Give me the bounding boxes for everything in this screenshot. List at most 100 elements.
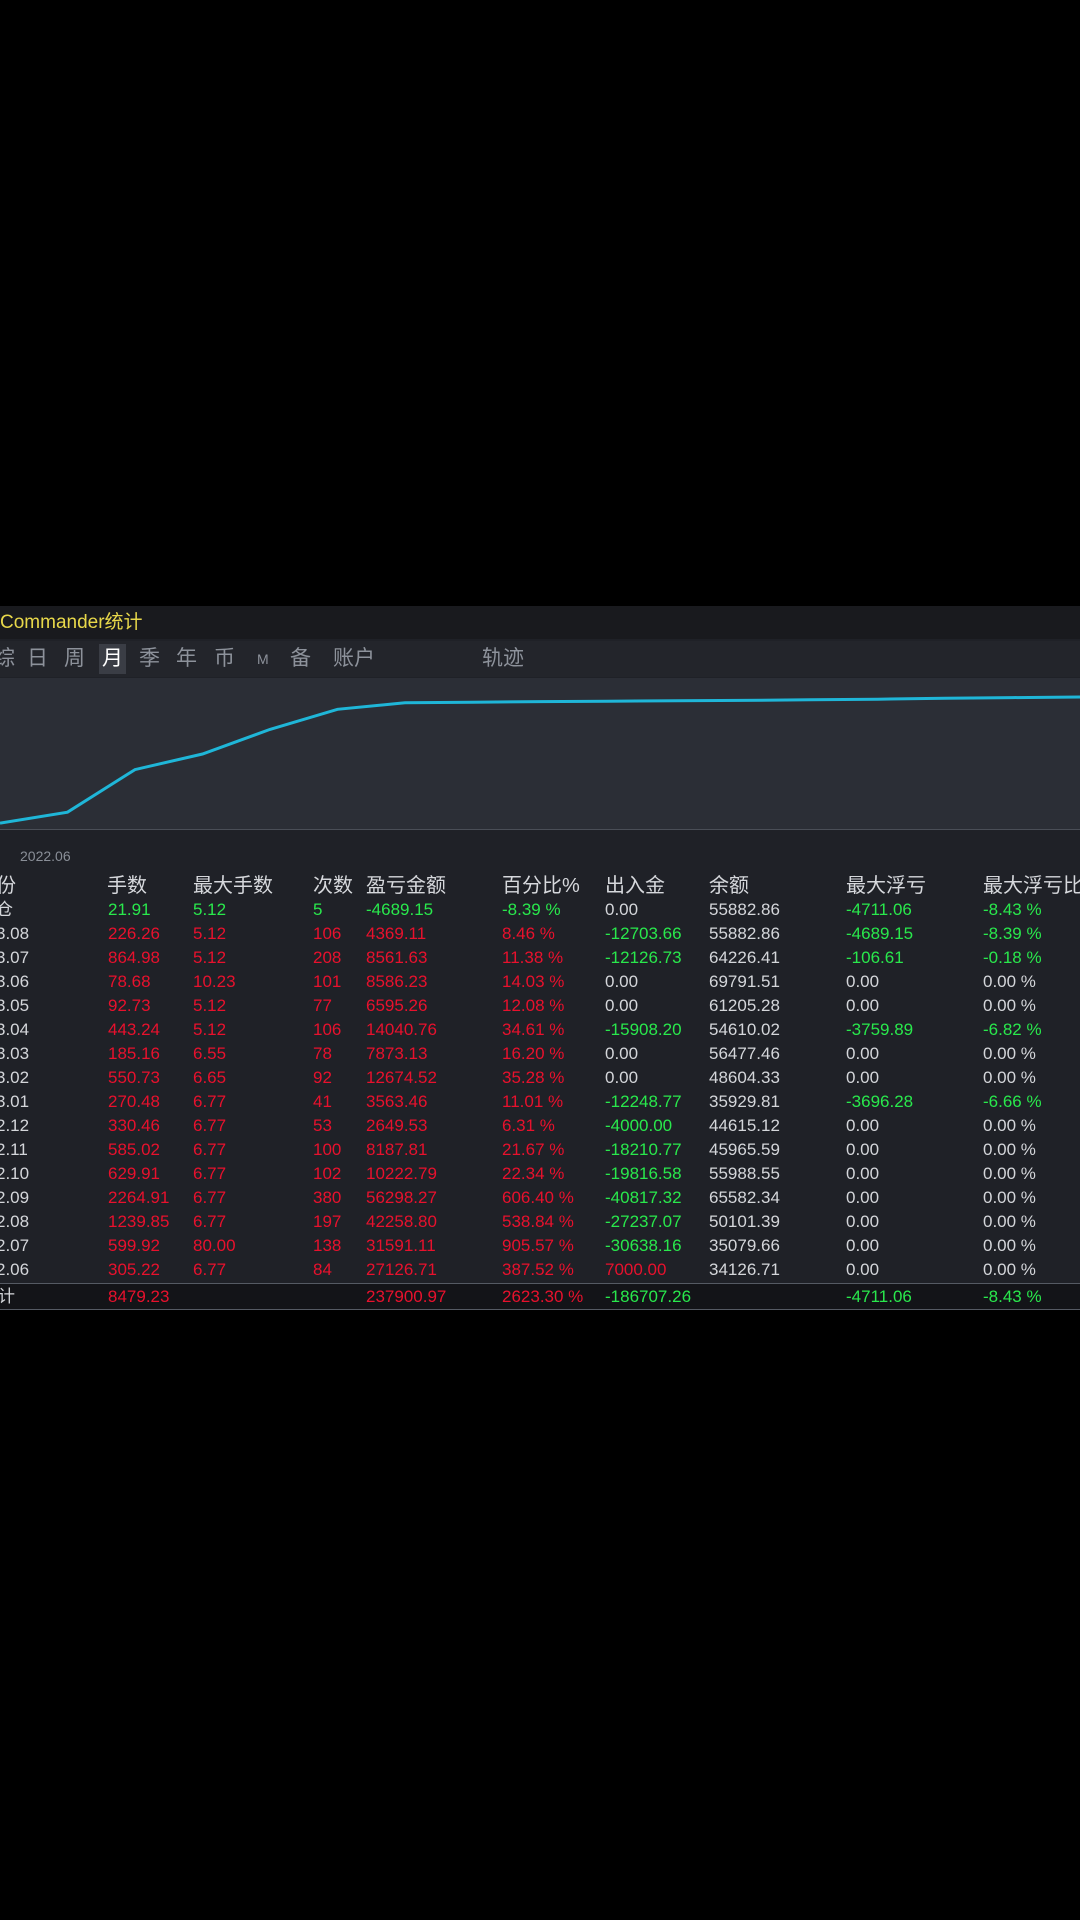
cell-pnl: 2649.53 — [366, 1116, 428, 1135]
tab-day[interactable]: 日 — [27, 647, 48, 670]
cell-max-float-loss-pct: 0.00 % — [983, 1044, 1036, 1063]
cell-pnl: 3563.46 — [366, 1092, 428, 1111]
cell-max-float-loss: 0.00 — [846, 1260, 880, 1279]
col-header-pnl: 盈亏金额 — [366, 875, 446, 897]
table-row[interactable]: 2.11 585.02 6.77 100 8187.81 21.67 % -18210.77… — [0, 1138, 1080, 1162]
table-row[interactable]: 3.03 185.16 6.55 78 7873.13 16.20 % 0.00 56477.… — [0, 1042, 1080, 1066]
col-header-cash-flow: 出入金 — [605, 875, 665, 897]
cell-percent: 34.61 % — [502, 1020, 565, 1039]
cell-max-lots: 10.23 — [193, 972, 236, 991]
col-header-max-float-loss-pct: 最大浮亏比 — [983, 875, 1080, 897]
statistics-panel: Commander统计 综 日 周 月 季 年 币 M 备 账户 轨迹 — [0, 606, 1080, 1308]
table-row[interactable]: 3.06 78.68 10.23 101 8586.23 14.03 % 0.00 69791… — [0, 970, 1080, 994]
tab-m[interactable]: M — [257, 651, 269, 667]
table-row[interactable]: 2.09 2264.91 6.77 380 56298.27 606.40 % -40817… — [0, 1186, 1080, 1210]
table-row[interactable]: 2.10 629.91 6.77 102 10222.79 22.34 % -19816.5… — [0, 1162, 1080, 1186]
total-max-float-loss: -4711.06 — [846, 1287, 912, 1306]
cell-pnl: 10222.79 — [366, 1164, 437, 1183]
cell-percent: 21.67 % — [502, 1140, 565, 1159]
cell-pnl: 4369.11 — [366, 924, 427, 943]
tab-month[interactable]: 月 — [99, 644, 126, 674]
table-row[interactable]: 3.04 443.24 5.12 106 14040.76 34.61 % -15908.2… — [0, 1018, 1080, 1042]
table-row[interactable]: 2.06 305.22 6.77 84 27126.71 387.52 % 7000.00 3… — [0, 1258, 1080, 1282]
cell-max-lots: 6.77 — [193, 1140, 227, 1159]
cell-lots: 185.16 — [108, 1044, 160, 1063]
cell-max-lots: 80.00 — [193, 1236, 236, 1255]
table-row[interactable]: 仓 21.91 5.12 5 -4689.15 -8.39 % 0.00 55882.86 -4… — [0, 898, 1080, 922]
col-header-max-float-loss: 最大浮亏 — [846, 875, 926, 897]
cell-max-float-loss-pct: 0.00 % — [983, 1140, 1036, 1159]
cell-cash-flow: -12248.77 — [605, 1092, 682, 1111]
tab-quarter[interactable]: 季 — [139, 647, 160, 670]
tab-trajectory[interactable]: 轨迹 — [482, 647, 524, 670]
cell-balance: 65582.34 — [709, 1188, 780, 1207]
total-max-float-loss-pct: -8.43 % — [983, 1287, 1042, 1306]
cell-cash-flow: -15908.20 — [605, 1020, 682, 1039]
cell-period: 2.08 — [0, 1212, 30, 1231]
cell-period: 2.12 — [0, 1116, 30, 1135]
cell-max-float-loss: -106.61 — [846, 948, 904, 967]
cell-pnl: 8187.81 — [366, 1140, 428, 1159]
tab-week[interactable]: 周 — [64, 647, 85, 670]
cell-max-lots: 6.77 — [193, 1260, 227, 1279]
cell-max-lots: 5.12 — [193, 948, 227, 967]
cell-balance: 55882.86 — [709, 900, 780, 919]
table-row[interactable]: 3.01 270.48 6.77 41 3563.46 11.01 % -12248.77 3… — [0, 1090, 1080, 1114]
tab-account[interactable]: 账户 — [333, 647, 375, 670]
cell-max-float-loss-pct: 0.00 % — [983, 1068, 1036, 1087]
cell-max-float-loss-pct: 0.00 % — [983, 1188, 1036, 1207]
title-bar: Commander统计 — [0, 606, 1080, 639]
cell-pnl: -4689.15 — [366, 900, 434, 919]
cell-count: 106 — [313, 1020, 342, 1039]
cell-pnl: 8586.23 — [366, 972, 428, 991]
table-row[interactable]: 2.08 1239.85 6.77 197 42258.80 538.84 % -27237… — [0, 1210, 1080, 1234]
cell-max-lots: 5.12 — [193, 1020, 227, 1039]
cell-period: 3.06 — [0, 972, 30, 991]
table-row[interactable]: 3.05 92.73 5.12 77 6595.26 12.08 % 0.00 61205.2… — [0, 994, 1080, 1018]
cell-max-float-loss-pct: -6.82 % — [983, 1020, 1042, 1039]
cell-max-float-loss: 0.00 — [846, 996, 880, 1015]
cell-lots: 550.73 — [108, 1068, 160, 1087]
table-row[interactable]: 3.02 550.73 6.65 92 12674.52 35.28 % 0.00 48604… — [0, 1066, 1080, 1090]
col-header-balance: 余额 — [709, 875, 749, 897]
col-header-percent: 百分比% — [502, 875, 580, 897]
balance-series-line — [0, 695, 1080, 825]
cell-balance: 69791.51 — [709, 972, 780, 991]
cell-pnl: 12674.52 — [366, 1068, 437, 1087]
total-pnl: 237900.97 — [366, 1287, 447, 1306]
cell-period: 2.09 — [0, 1188, 30, 1207]
cell-max-lots: 5.12 — [193, 900, 227, 919]
cell-period: 3.05 — [0, 996, 30, 1015]
cell-max-float-loss: 0.00 — [846, 1188, 880, 1207]
cell-lots: 92.73 — [108, 996, 151, 1015]
cell-percent: 905.57 % — [502, 1236, 574, 1255]
cell-balance: 48604.33 — [709, 1068, 780, 1087]
tab-year[interactable]: 年 — [176, 647, 197, 670]
table-row[interactable]: 3.08 226.26 5.12 106 4369.11 8.46 % -12703.66 5… — [0, 922, 1080, 946]
cell-pnl: 14040.76 — [366, 1020, 437, 1039]
col-header-period: 份 — [0, 875, 16, 897]
cell-pnl: 6595.26 — [366, 996, 428, 1015]
cell-count: 100 — [313, 1140, 342, 1159]
cell-balance: 64226.41 — [709, 948, 780, 967]
cell-period: 3.02 — [0, 1068, 30, 1087]
cell-percent: -8.39 % — [502, 900, 561, 919]
table-row[interactable]: 2.12 330.46 6.77 53 2649.53 6.31 % -4000.00 446… — [0, 1114, 1080, 1138]
cell-count: 41 — [313, 1092, 332, 1111]
cell-percent: 538.84 % — [502, 1212, 574, 1231]
cell-cash-flow: -12126.73 — [605, 948, 682, 967]
cell-pnl: 27126.71 — [366, 1260, 437, 1279]
tab-summary[interactable]: 综 — [0, 647, 15, 670]
table-row[interactable]: 2.07 599.92 80.00 138 31591.11 905.57 % -30638… — [0, 1234, 1080, 1258]
cell-max-float-loss: 0.00 — [846, 1140, 880, 1159]
cell-period: 2.07 — [0, 1236, 30, 1255]
tab-note[interactable]: 备 — [290, 647, 311, 670]
period-tab-bar: 综 日 周 月 季 年 币 M 备 账户 轨迹 — [0, 641, 1080, 677]
cell-percent: 6.31 % — [502, 1116, 555, 1135]
cell-max-float-loss-pct: 0.00 % — [983, 1116, 1036, 1135]
cell-lots: 21.91 — [108, 900, 151, 919]
tab-currency[interactable]: 币 — [214, 647, 235, 670]
table-row[interactable]: 3.07 864.98 5.12 208 8561.63 11.38 % -12126.73… — [0, 946, 1080, 970]
cell-max-float-loss: -4689.15 — [846, 924, 914, 943]
balance-chart — [0, 678, 1080, 830]
